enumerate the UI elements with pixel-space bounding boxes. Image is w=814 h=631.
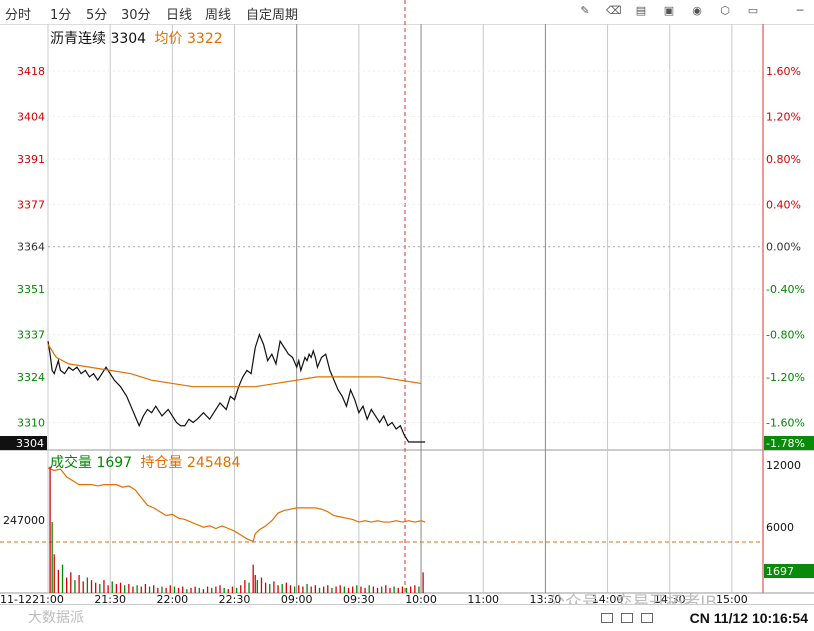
volume-tag: 1697 bbox=[766, 565, 794, 578]
volume-tag-bg bbox=[764, 564, 814, 578]
price-tick-label: 3324 bbox=[17, 371, 45, 384]
tab-1min[interactable]: 1分 bbox=[50, 8, 72, 23]
volume-legend: 成交量 1697 持仓量 245484 bbox=[50, 452, 240, 472]
pct-tick-label: 1.60% bbox=[766, 65, 801, 78]
pct-tick-label: -1.20% bbox=[766, 371, 805, 384]
volume-value: 1697 bbox=[96, 455, 133, 471]
avg-price-line bbox=[47, 344, 422, 388]
tab-5min[interactable]: 5分 bbox=[86, 8, 108, 23]
pct-tick-label: 0.40% bbox=[766, 198, 801, 211]
eraser-icon[interactable]: ⌫ bbox=[606, 4, 622, 17]
price-tick-label: 3391 bbox=[17, 153, 45, 166]
pct-tick-label: -0.40% bbox=[766, 283, 805, 296]
x-tick-label: 15:00 bbox=[716, 593, 748, 604]
camera-icon[interactable]: ◉ bbox=[692, 4, 702, 17]
price-tick-label: 3377 bbox=[17, 198, 45, 211]
screenshot-icon[interactable]: ▣ bbox=[663, 4, 675, 17]
pct-tick-label: 1.20% bbox=[766, 111, 801, 124]
x-tick-label: 10:00 bbox=[405, 593, 437, 604]
volume-label: 成交量 bbox=[50, 455, 92, 471]
note-icon[interactable]: ▭ bbox=[747, 4, 759, 17]
contract-name: 沥青连续 bbox=[50, 31, 106, 47]
pct-tick-label: 0.80% bbox=[766, 153, 801, 166]
pct-tick-label: -1.60% bbox=[766, 416, 805, 429]
grid-icon[interactable] bbox=[641, 613, 653, 623]
oi-tick-label: 247000 bbox=[3, 514, 45, 527]
pct-tick-label: -0.80% bbox=[766, 329, 805, 342]
datetime: 11/12 10:16:54 bbox=[713, 610, 808, 626]
watermark-bottom: 大数据派 bbox=[28, 610, 84, 626]
x-start-label: 11-12 bbox=[0, 593, 32, 604]
x-tick-label: 13:30 bbox=[530, 593, 562, 604]
minimize-icon[interactable]: ─ bbox=[796, 4, 804, 17]
last-pct-tag: -1.78% bbox=[766, 437, 805, 450]
tab-intraday[interactable]: 分时 bbox=[5, 8, 32, 23]
tab-custom-period[interactable]: 自定周期 bbox=[246, 8, 299, 23]
intraday-chart: 3418 1.60% 3404 1.20% 3391 0.80% 3377 0.40% 3364… bbox=[0, 0, 814, 604]
market-clock: CN 11/12 10:16:54 bbox=[690, 610, 808, 626]
price-tick-label: 3364 bbox=[17, 241, 45, 254]
pct-tick-label: 0.00% bbox=[766, 241, 801, 254]
window-icon[interactable] bbox=[601, 613, 613, 623]
x-tick-label: 22:00 bbox=[156, 593, 188, 604]
last-price: 3304 bbox=[110, 31, 147, 47]
tab-weekly[interactable]: 周线 bbox=[205, 8, 232, 23]
last-price-tag-bg bbox=[0, 436, 47, 450]
price-tick-label: 3404 bbox=[17, 111, 45, 124]
avg-price-value: 3322 bbox=[187, 31, 223, 47]
x-tick-label: 09:00 bbox=[281, 593, 313, 604]
period-toolbar: 分时 1分 5分 30分 日线 周线 自定周期 ✎ ⌫ ▤ ▣ ◉ ⬡ ▭ ─ bbox=[0, 0, 814, 25]
open-interest-value: 245484 bbox=[187, 455, 241, 471]
layers-icon[interactable]: ▤ bbox=[635, 4, 647, 17]
price-legend: 沥青连续 3304 均价 3322 bbox=[50, 28, 223, 48]
settings-icon[interactable]: ⬡ bbox=[720, 4, 730, 17]
calendar-icon[interactable] bbox=[621, 613, 633, 623]
price-tick-label: 3337 bbox=[17, 329, 45, 342]
volume-tick-label: 12000 bbox=[766, 459, 801, 472]
tab-daily[interactable]: 日线 bbox=[166, 8, 193, 23]
price-tick-label: 3310 bbox=[17, 416, 45, 429]
avg-price-label: 均价 bbox=[154, 31, 183, 47]
price-tick-label: 3418 bbox=[17, 65, 45, 78]
tab-30min[interactable]: 30分 bbox=[121, 8, 151, 23]
x-tick-label: 21:00 bbox=[32, 593, 64, 604]
price-line bbox=[47, 332, 426, 443]
x-tick-label: 14:00 bbox=[592, 593, 624, 604]
open-interest-label: 持仓量 bbox=[140, 455, 183, 471]
x-tick-label: 21:30 bbox=[94, 593, 126, 604]
market-code: CN bbox=[689, 610, 710, 626]
x-tick-label: 11:00 bbox=[467, 593, 499, 604]
x-tick-label: 14:30 bbox=[654, 593, 686, 604]
last-pct-tag-bg bbox=[764, 436, 814, 450]
status-bar: 大数据派 CN 11/12 10:16:54 bbox=[0, 604, 814, 631]
volume-tick-label: 6000 bbox=[766, 521, 794, 534]
x-tick-label: 22:30 bbox=[219, 593, 251, 604]
last-price-tag: 3304 bbox=[16, 437, 44, 450]
open-interest-line bbox=[47, 467, 426, 543]
pencil-icon[interactable]: ✎ bbox=[580, 4, 590, 17]
x-tick-label: 09:30 bbox=[343, 593, 375, 604]
price-tick-label: 3351 bbox=[17, 283, 45, 296]
